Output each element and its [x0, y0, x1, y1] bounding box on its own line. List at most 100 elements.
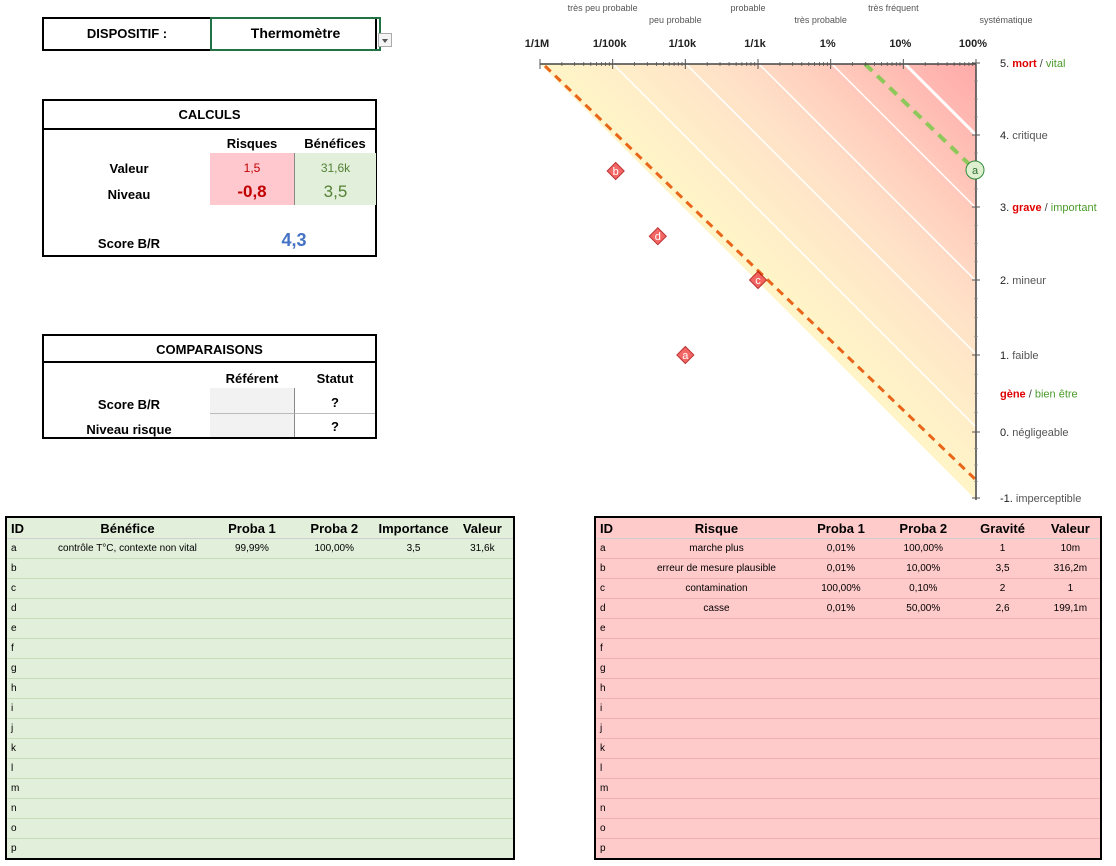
benefice-cell-proba-1[interactable] — [210, 618, 294, 639]
dispositif-dropdown-button[interactable] — [378, 33, 392, 47]
risque-cell-risque[interactable] — [633, 738, 800, 759]
benefice-cell-proba-1[interactable] — [210, 658, 294, 679]
risque-cell-id[interactable]: m — [595, 778, 634, 799]
risque-cell-id[interactable]: j — [595, 718, 634, 739]
benefice-cell-bénéfice[interactable] — [44, 578, 211, 599]
benefice-cell-valeur[interactable] — [451, 798, 514, 819]
benefice-cell-proba-1[interactable] — [210, 678, 294, 699]
risque-cell-proba-2[interactable] — [882, 738, 965, 759]
benefice-cell-proba-1[interactable] — [210, 638, 294, 659]
risque-cell-proba-2[interactable]: 0,10% — [882, 578, 965, 599]
benefice-cell-importance[interactable] — [375, 618, 452, 639]
risque-cell-valeur[interactable] — [1040, 678, 1101, 699]
benefice-cell-proba-1[interactable] — [210, 578, 294, 599]
risque-cell-gravité[interactable] — [964, 618, 1041, 639]
benefice-cell-proba-1[interactable] — [210, 818, 294, 839]
benefice-cell-proba-1[interactable] — [210, 698, 294, 719]
benefice-cell-proba-1[interactable] — [210, 758, 294, 779]
risque-cell-proba-1[interactable] — [799, 798, 883, 819]
risque-cell-proba-2[interactable] — [882, 838, 965, 859]
risque-cell-valeur[interactable] — [1040, 638, 1101, 659]
benefice-cell-id[interactable]: k — [6, 738, 45, 759]
benefice-cell-bénéfice[interactable] — [44, 658, 211, 679]
benefice-cell-bénéfice[interactable] — [44, 798, 211, 819]
benefice-cell-proba-2[interactable] — [293, 778, 376, 799]
benefice-cell-proba-1[interactable]: 99,99% — [210, 538, 294, 559]
risque-cell-proba-2[interactable] — [882, 798, 965, 819]
benefice-cell-valeur[interactable] — [451, 818, 514, 839]
risque-cell-id[interactable]: l — [595, 758, 634, 779]
risque-cell-valeur[interactable] — [1040, 738, 1101, 759]
benefice-cell-valeur[interactable] — [451, 658, 514, 679]
benefice-cell-bénéfice[interactable] — [44, 598, 211, 619]
risque-cell-gravité[interactable] — [964, 758, 1041, 779]
risque-cell-id[interactable]: k — [595, 738, 634, 759]
risque-cell-valeur[interactable]: 199,1m — [1040, 598, 1101, 619]
risque-cell-gravité[interactable] — [964, 718, 1041, 739]
risque-cell-proba-1[interactable] — [799, 638, 883, 659]
benefice-cell-id[interactable]: d — [6, 598, 45, 619]
risque-cell-id[interactable]: p — [595, 838, 634, 859]
risque-cell-proba-2[interactable] — [882, 818, 965, 839]
risque-cell-id[interactable]: d — [595, 598, 634, 619]
risque-cell-gravité[interactable]: 1 — [964, 538, 1041, 559]
benefice-cell-importance[interactable] — [375, 818, 452, 839]
benefice-cell-proba-2[interactable] — [293, 618, 376, 639]
benefice-cell-proba-2[interactable] — [293, 838, 376, 859]
risque-cell-risque[interactable] — [633, 838, 800, 859]
benefice-cell-proba-2[interactable] — [293, 738, 376, 759]
benefice-cell-importance[interactable] — [375, 658, 452, 679]
risque-cell-risque[interactable] — [633, 758, 800, 779]
risque-cell-risque[interactable] — [633, 618, 800, 639]
benefice-cell-bénéfice[interactable] — [44, 738, 211, 759]
risque-cell-valeur[interactable] — [1040, 718, 1101, 739]
risque-cell-proba-1[interactable] — [799, 758, 883, 779]
benefice-cell-id[interactable]: h — [6, 678, 45, 699]
benefice-cell-proba-2[interactable] — [293, 758, 376, 779]
benefice-cell-bénéfice[interactable] — [44, 558, 211, 579]
referent-score-cell[interactable] — [210, 388, 295, 414]
benefice-cell-id[interactable]: f — [6, 638, 45, 659]
benefice-cell-importance[interactable] — [375, 718, 452, 739]
risque-cell-risque[interactable] — [633, 818, 800, 839]
risque-cell-valeur[interactable]: 10m — [1040, 538, 1101, 559]
risque-cell-risque[interactable] — [633, 718, 800, 739]
benefice-cell-proba-1[interactable] — [210, 798, 294, 819]
risque-cell-proba-1[interactable]: 100,00% — [799, 578, 883, 599]
risque-cell-proba-2[interactable] — [882, 718, 965, 739]
benefice-cell-proba-1[interactable] — [210, 718, 294, 739]
benefice-cell-proba-2[interactable] — [293, 698, 376, 719]
benefice-cell-proba-2[interactable] — [293, 798, 376, 819]
risque-cell-gravité[interactable] — [964, 638, 1041, 659]
risque-cell-risque[interactable]: erreur de mesure plausible — [633, 558, 800, 579]
risque-cell-proba-1[interactable] — [799, 718, 883, 739]
benefice-cell-bénéfice[interactable] — [44, 618, 211, 639]
benefice-cell-valeur[interactable] — [451, 618, 514, 639]
niveau-risques-cell[interactable]: -0,8 — [210, 179, 294, 205]
benefice-cell-bénéfice[interactable]: contrôle T°C, contexte non vital — [44, 538, 211, 559]
benefice-cell-importance[interactable] — [375, 758, 452, 779]
risque-cell-valeur[interactable]: 316,2m — [1040, 558, 1101, 579]
benefice-cell-id[interactable]: a — [6, 538, 45, 559]
benefice-cell-id[interactable]: b — [6, 558, 45, 579]
benefice-cell-id[interactable]: g — [6, 658, 45, 679]
risque-cell-gravité[interactable] — [964, 738, 1041, 759]
risque-cell-valeur[interactable] — [1040, 798, 1101, 819]
risque-cell-proba-1[interactable] — [799, 618, 883, 639]
benefice-cell-proba-1[interactable] — [210, 738, 294, 759]
risque-cell-gravité[interactable] — [964, 798, 1041, 819]
risque-cell-id[interactable]: o — [595, 818, 634, 839]
risque-cell-proba-2[interactable] — [882, 638, 965, 659]
risque-cell-risque[interactable] — [633, 698, 800, 719]
risque-cell-id[interactable]: h — [595, 678, 634, 699]
benefice-cell-id[interactable]: i — [6, 698, 45, 719]
benefice-cell-importance[interactable] — [375, 638, 452, 659]
risque-cell-valeur[interactable] — [1040, 658, 1101, 679]
risque-cell-id[interactable]: c — [595, 578, 634, 599]
risque-cell-proba-2[interactable]: 100,00% — [882, 538, 965, 559]
risque-cell-gravité[interactable] — [964, 838, 1041, 859]
benefice-cell-importance[interactable] — [375, 698, 452, 719]
risque-cell-proba-1[interactable]: 0,01% — [799, 558, 883, 579]
risque-cell-gravité[interactable]: 2,6 — [964, 598, 1041, 619]
risque-cell-proba-1[interactable] — [799, 838, 883, 859]
